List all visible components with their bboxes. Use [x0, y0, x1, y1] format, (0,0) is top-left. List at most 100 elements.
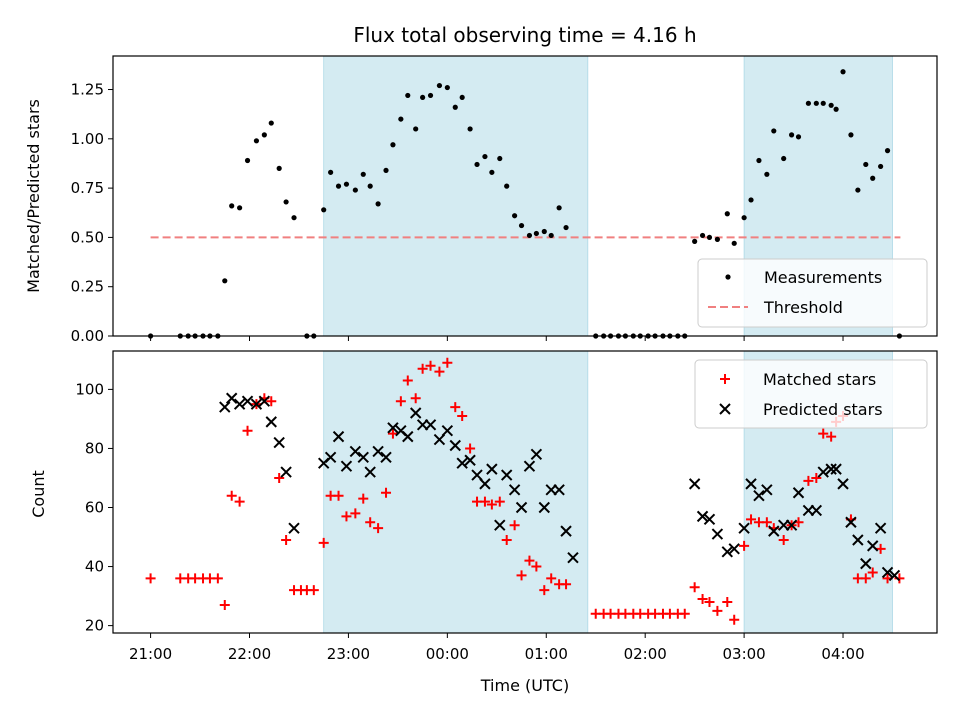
matched-star-point [479, 496, 490, 507]
measurement-point [427, 92, 434, 99]
measurement-point [343, 181, 350, 187]
predicted-star-point [728, 543, 740, 555]
matched-star-point [425, 360, 436, 371]
x-axis-label: Time (UTC) [480, 676, 569, 695]
measurement-point [489, 169, 495, 175]
matched-star-point [746, 514, 757, 525]
predicted-star-point [881, 566, 894, 579]
top-y-tick-label: 0.25 [71, 278, 104, 296]
matched-star-point [494, 496, 505, 507]
bottom-x-ticks: 21:00 22:00 23:00 00:00 01:00 02:00 03:00 04:00 [129, 633, 865, 663]
measurement-point [512, 213, 518, 219]
matched-star-point [395, 396, 406, 407]
predicted-star-point [523, 460, 536, 472]
predicted-star-point [449, 439, 461, 452]
predicted-star-point [225, 392, 238, 404]
measurement-point [764, 171, 770, 177]
matched-star-point [381, 487, 392, 498]
predicted-star-point [387, 422, 399, 434]
matched-star-point [387, 428, 398, 439]
chart-title: Flux total observing time = 4.16 h [353, 23, 696, 47]
predicted-star-point [768, 525, 780, 537]
predicted-star-point [745, 478, 757, 490]
top-axes-frame [112, 55, 938, 337]
matched-star-point [729, 614, 740, 625]
matched-star-point [219, 599, 230, 610]
matched-star-point [350, 508, 361, 519]
measurement-point [748, 197, 754, 203]
measurement-point [724, 211, 730, 217]
legend-label-matched: Matched stars [763, 370, 876, 389]
matched-star-point [308, 585, 319, 596]
matched-star-point [546, 573, 557, 584]
bottom-y-ticks: 20 40 60 80 100 [75, 380, 113, 635]
measurement-point [283, 199, 289, 205]
matched-star-point [373, 523, 384, 534]
measurement-point [884, 148, 891, 154]
matched-star-point [450, 402, 461, 413]
measurement-point [467, 126, 473, 132]
top-y-tick-label: 0.00 [71, 327, 104, 345]
predicted-star-point [332, 430, 345, 443]
matched-star-point [778, 534, 789, 545]
predicted-star-point [349, 445, 362, 458]
bottom-panel: 20 40 60 80 100 21:00 22:00 23:00 00:00 01:00 02:… [29, 350, 938, 695]
measurement-point [813, 100, 819, 106]
measurement-point [788, 132, 795, 138]
top-y-axis-label: Matched/Predicted stars [24, 99, 43, 293]
predicted-star-point [357, 451, 369, 464]
top-panel: 0.00 0.25 0.50 0.75 1.00 1.25 Matched/Predict… [24, 55, 938, 345]
measurement-point [878, 163, 884, 170]
measurement-point [482, 153, 488, 160]
measurement-point [497, 155, 503, 162]
measurement-point [328, 169, 334, 175]
predicted-star-point [530, 448, 543, 461]
predicted-star-point [515, 501, 528, 514]
matched-star-point [722, 596, 733, 607]
matched-star-point [689, 582, 700, 593]
predicted-star-point [825, 463, 837, 475]
measurement-point [244, 157, 251, 164]
matched-star-point [234, 496, 245, 507]
bottom-axes-frame [112, 350, 938, 634]
measurement-point [795, 134, 802, 140]
matched-star-point [826, 431, 837, 442]
matched-star-point [410, 393, 421, 404]
top-legend-box [697, 258, 928, 328]
matched-star-point [358, 493, 369, 504]
matched-star-point [281, 534, 292, 545]
matched-star-point [365, 517, 376, 528]
matched-star-point [539, 585, 550, 596]
matched-star-point [266, 396, 277, 407]
matched-star-point [465, 443, 476, 454]
predicted-star-point [364, 466, 376, 478]
predicted-star-point [553, 484, 565, 496]
predicted-star-point [500, 469, 513, 481]
predicted-star-point [688, 478, 701, 490]
legend-label-predicted: Predicted stars [763, 400, 883, 419]
predicted-star-point [494, 519, 506, 531]
predicted-star-point [860, 557, 872, 570]
measurement-point [828, 102, 834, 108]
top-x-ticks [150, 336, 844, 341]
x-tick-label: 22:00 [228, 645, 271, 663]
measurement-point [541, 228, 547, 235]
matched-star-point [341, 511, 352, 522]
legend-marker-measurements [725, 274, 731, 280]
measurement-point [805, 100, 812, 106]
legend-marker-predicted [719, 403, 731, 415]
measurement-point [398, 116, 404, 122]
bottom-y-tick-label: 60 [85, 499, 104, 517]
matched-star-point [402, 375, 413, 386]
predicted-star-point [538, 501, 550, 514]
predicted-star-point [508, 484, 521, 496]
matched-star-point [486, 499, 497, 510]
matched-star-point [212, 573, 223, 584]
predicted-star-point [324, 451, 337, 464]
measurement-point [771, 128, 777, 134]
measurement-point [855, 187, 861, 193]
measurement-point [504, 183, 510, 189]
predicted-star-point [441, 425, 454, 437]
measurement-point [436, 82, 443, 89]
legend-label-threshold: Threshold [763, 298, 843, 317]
